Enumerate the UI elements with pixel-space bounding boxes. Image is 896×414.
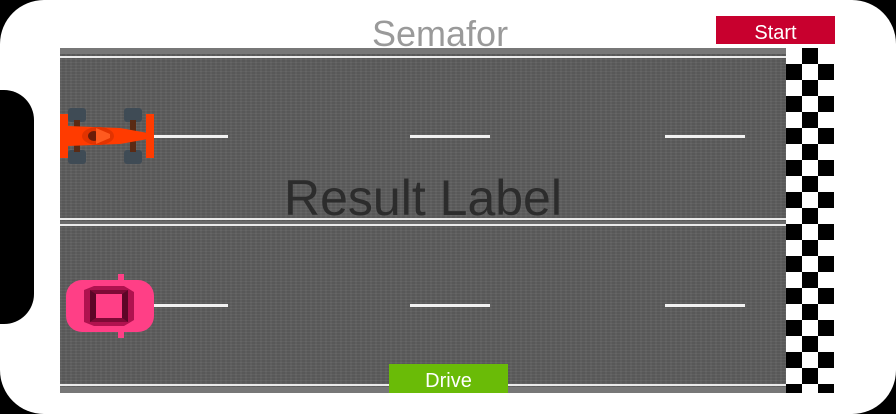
start-button[interactable]: Start: [716, 16, 835, 44]
lane-divider-line: [60, 218, 786, 220]
race-track: [60, 48, 786, 393]
drive-button[interactable]: Drive: [389, 364, 508, 393]
semaphore-title: Semafor: [372, 13, 509, 54]
lane-2-dash: [148, 304, 228, 307]
track-top-line: [60, 56, 786, 58]
pink-car-icon[interactable]: [66, 274, 156, 338]
device-notch: [0, 90, 34, 324]
race-car-icon[interactable]: [60, 106, 156, 166]
result-label: Result Label: [284, 170, 562, 226]
lane-divider-line: [60, 224, 786, 226]
lane-1-dash: [665, 135, 745, 138]
track-top-edge: [60, 48, 786, 54]
lane-divider-band: [60, 221, 786, 224]
lane-1-dash: [410, 135, 490, 138]
checkered-finish-line: [786, 48, 834, 393]
lane-1-dash: [148, 135, 228, 138]
lane-2-dash: [665, 304, 745, 307]
lane-2-dash: [410, 304, 490, 307]
